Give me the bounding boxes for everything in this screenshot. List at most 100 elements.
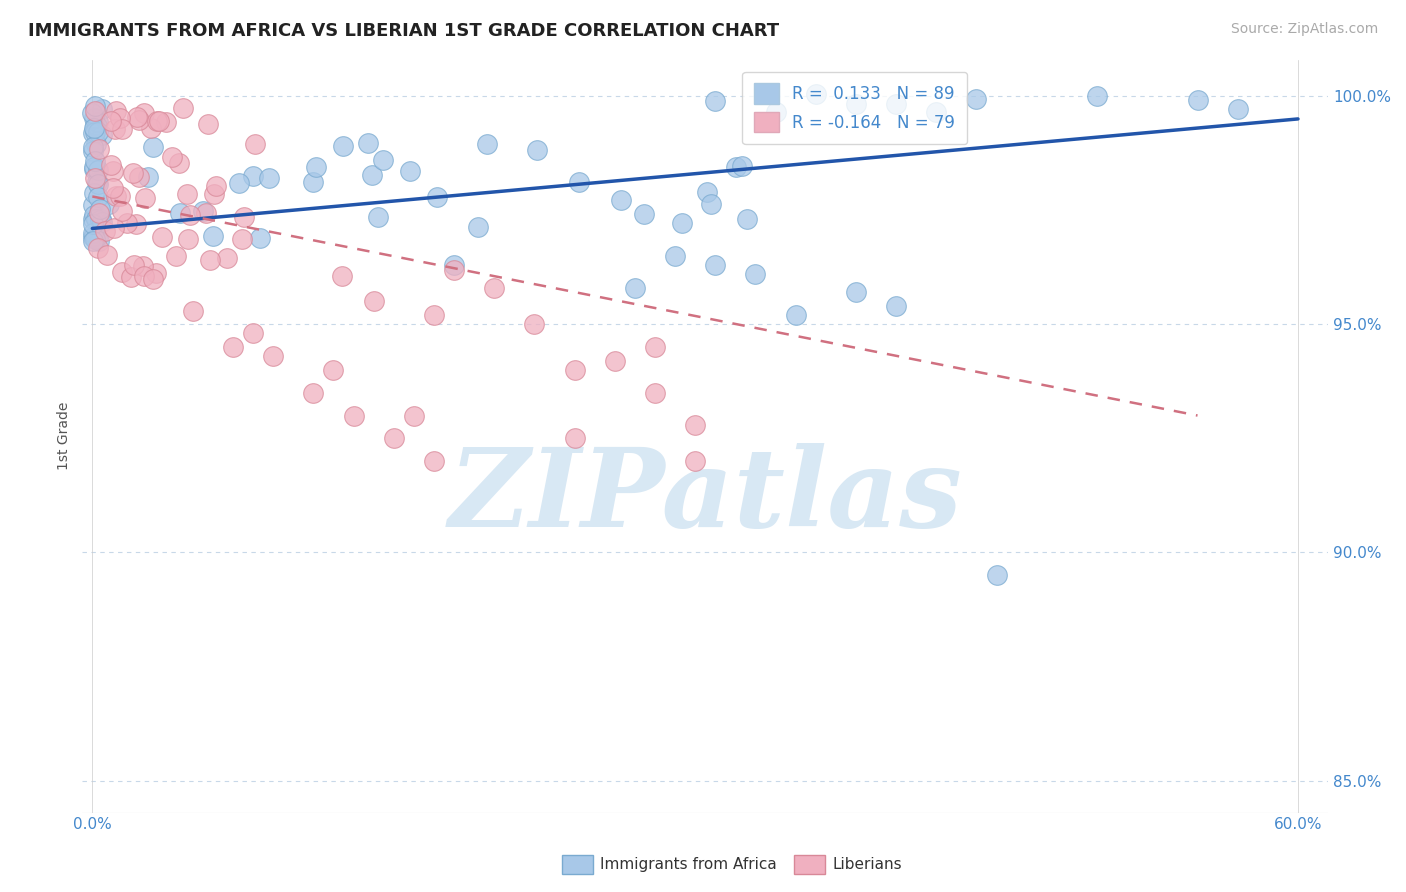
Point <box>202 186 225 201</box>
Point <box>262 349 284 363</box>
Point <box>83 162 105 177</box>
Point <box>160 150 183 164</box>
Point <box>197 117 219 131</box>
Point <box>744 267 766 281</box>
Point <box>94 224 117 238</box>
Point <box>242 169 264 184</box>
Point <box>259 171 281 186</box>
Point <box>177 232 200 246</box>
Point <box>360 168 382 182</box>
Point <box>117 216 139 230</box>
Point <box>103 220 125 235</box>
Point <box>165 249 187 263</box>
Point <box>142 271 165 285</box>
Point <box>110 265 132 279</box>
Point <box>1226 102 1249 116</box>
Point <box>804 87 827 101</box>
Point <box>200 252 222 267</box>
Point <box>125 217 148 231</box>
Point <box>233 210 256 224</box>
Point <box>84 124 107 138</box>
Point <box>84 118 107 132</box>
Point <box>87 190 110 204</box>
Point <box>402 409 425 423</box>
Point <box>86 120 108 134</box>
Point <box>363 294 385 309</box>
Point <box>90 102 112 116</box>
Text: Immigrants from Africa: Immigrants from Africa <box>600 857 778 871</box>
Point <box>139 120 162 135</box>
Point <box>704 94 727 108</box>
Point <box>83 103 105 118</box>
Point <box>785 308 807 322</box>
Point <box>82 234 104 248</box>
Text: ZIPatlas: ZIPatlas <box>449 442 962 550</box>
Point <box>610 193 633 207</box>
Point <box>122 166 145 180</box>
Point <box>104 104 127 119</box>
Point <box>82 140 104 154</box>
Point <box>111 204 134 219</box>
Point <box>725 161 748 175</box>
Point <box>205 178 228 193</box>
Point <box>467 220 489 235</box>
Point <box>87 142 110 156</box>
Point <box>683 454 706 468</box>
Point <box>373 153 395 167</box>
Point <box>104 121 127 136</box>
Point <box>176 187 198 202</box>
Point <box>523 318 546 332</box>
Point <box>228 176 250 190</box>
Point <box>966 92 988 106</box>
Point <box>122 258 145 272</box>
Point <box>222 340 245 354</box>
Point <box>731 159 754 173</box>
Point <box>845 285 868 300</box>
Point <box>83 99 105 113</box>
Point <box>87 206 110 220</box>
Point <box>82 126 104 140</box>
Point <box>127 110 149 124</box>
Point <box>82 211 104 226</box>
Point <box>342 409 364 423</box>
Point <box>179 208 201 222</box>
Point <box>103 164 125 178</box>
Point <box>131 259 153 273</box>
Point <box>86 177 108 191</box>
Point <box>138 169 160 184</box>
Point <box>132 105 155 120</box>
Point <box>169 206 191 220</box>
Point <box>82 217 104 231</box>
Point <box>382 431 405 445</box>
Y-axis label: 1st Grade: 1st Grade <box>58 402 72 470</box>
Point <box>249 231 271 245</box>
Point <box>108 111 131 125</box>
Point <box>145 266 167 280</box>
Point <box>700 196 723 211</box>
Point <box>332 268 354 283</box>
Point <box>120 269 142 284</box>
Point <box>145 114 167 128</box>
Point <box>101 181 124 195</box>
Point <box>423 454 446 468</box>
Point <box>884 97 907 112</box>
Point <box>301 175 323 189</box>
Point <box>735 211 758 226</box>
Point <box>443 258 465 272</box>
Point <box>624 281 647 295</box>
Point <box>231 232 253 246</box>
Point <box>322 363 344 377</box>
Point <box>91 128 114 142</box>
Point <box>87 115 110 129</box>
Point <box>302 385 325 400</box>
Point <box>84 212 107 227</box>
Point <box>82 144 104 158</box>
Point <box>96 248 118 262</box>
Point <box>105 188 128 202</box>
Point <box>564 363 586 377</box>
Point <box>845 96 868 111</box>
Point <box>193 204 215 219</box>
Point <box>83 121 105 136</box>
Point <box>128 170 150 185</box>
Point <box>82 197 104 211</box>
